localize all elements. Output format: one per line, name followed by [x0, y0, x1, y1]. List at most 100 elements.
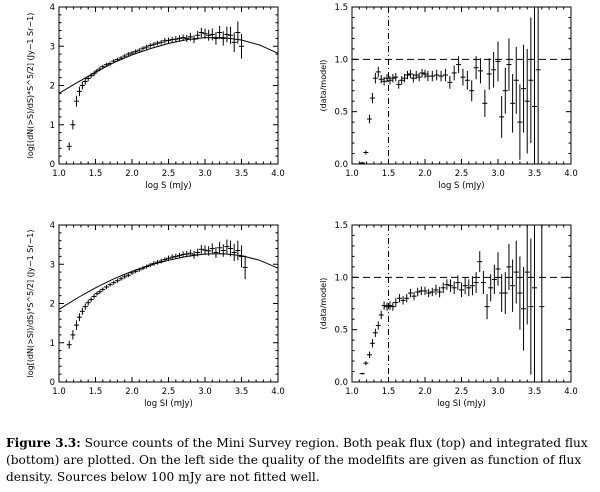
caption-label: Figure 3.3:	[6, 436, 81, 450]
data-point	[220, 244, 226, 257]
data-point	[372, 72, 378, 84]
data-point	[425, 70, 431, 82]
data-point	[429, 70, 435, 82]
data-point	[88, 297, 94, 302]
y-tick-label: 3	[50, 42, 55, 52]
data-point	[103, 62, 109, 67]
data-point	[535, 7, 541, 164]
data-point	[85, 299, 91, 306]
data-point	[187, 32, 193, 41]
y-tick-label: 1.0	[334, 273, 348, 283]
data-point	[524, 48, 530, 154]
data-point	[393, 72, 399, 82]
y-tick-label: 0.5	[334, 108, 348, 118]
data-point	[381, 77, 387, 86]
y-tick-label: 4	[50, 3, 55, 13]
data-point	[444, 279, 450, 290]
data-point	[85, 75, 91, 82]
data-point	[166, 255, 171, 262]
data-point	[91, 71, 97, 77]
data-point	[416, 72, 422, 82]
data-point	[176, 252, 182, 259]
data-point	[155, 259, 161, 265]
data-point	[158, 39, 164, 45]
x-tick-label: 1.0	[345, 169, 359, 179]
data-point	[473, 272, 479, 294]
data-point	[224, 26, 230, 43]
data-point	[239, 245, 244, 268]
data-point	[363, 150, 369, 155]
data-point	[198, 245, 204, 254]
data-point	[488, 274, 494, 302]
x-axis-label: log SI (mJy)	[144, 399, 193, 409]
data-point	[118, 56, 124, 60]
data-point	[107, 61, 113, 66]
y-tick-label: 0	[50, 160, 55, 170]
data-point	[140, 266, 146, 271]
caption-text: Source counts of the Mini Survey region.…	[6, 436, 588, 484]
data-point	[74, 95, 80, 107]
data-point	[195, 248, 201, 257]
data-point	[375, 321, 381, 330]
data-point	[477, 58, 483, 84]
data-point	[502, 67, 508, 114]
data-point	[100, 64, 106, 69]
data-point	[228, 240, 234, 257]
data-point	[473, 56, 479, 80]
x-tick-label: 3.0	[198, 169, 212, 179]
data-point	[387, 76, 393, 85]
data-point	[502, 272, 508, 314]
x-axis-label: log SI (mJy)	[437, 399, 486, 409]
y-axis-label: log[(dN(>S)/dS)*S^5/2] (Jy−1 Sr−1)	[26, 13, 35, 159]
y-axis-label: (data/model)	[319, 60, 328, 112]
y-tick-label: 1.5	[334, 221, 348, 231]
data-point	[486, 58, 492, 90]
data-point	[114, 278, 120, 283]
y-tick-label: 4	[50, 221, 55, 231]
data-point	[434, 69, 440, 81]
data-point	[407, 69, 413, 79]
y-axis-label: log[(dN(>SI)/dS)*S^5/2] (Jy−1 Sr−1)	[26, 229, 35, 377]
data-point	[404, 294, 410, 303]
data-point	[94, 69, 100, 73]
data-point	[521, 266, 527, 351]
data-point	[390, 302, 396, 311]
data-point	[198, 27, 204, 38]
data-point	[162, 257, 168, 262]
data-point	[451, 65, 457, 81]
data-point	[76, 86, 82, 97]
data-point	[184, 34, 190, 42]
y-tick-label: 0	[50, 378, 55, 388]
data-point	[209, 28, 215, 41]
data-point	[129, 50, 135, 55]
data-point	[451, 281, 457, 295]
y-tick-label: 1	[50, 121, 55, 131]
data-point	[513, 46, 519, 114]
data-point	[369, 92, 375, 104]
data-point	[510, 73, 516, 133]
data-point	[209, 243, 215, 254]
data-point	[235, 21, 241, 44]
data-point	[114, 57, 120, 62]
data-point	[480, 271, 486, 295]
data-point	[429, 287, 435, 297]
data-point	[440, 282, 446, 294]
data-point	[173, 36, 179, 43]
chart-panel-top-left: 1.0 1.5 2.0 2.5 3.0 3.5 4.0 0 1 2 3 4 log S (mJy) log…	[26, 3, 285, 191]
data-point	[187, 249, 193, 257]
data-point	[477, 251, 483, 273]
x-tick-label: 1.5	[382, 387, 396, 397]
data-point	[532, 12, 537, 164]
data-point	[202, 245, 208, 255]
data-point	[359, 372, 365, 375]
data-point	[495, 252, 501, 286]
plot-frame	[58, 6, 279, 165]
data-point	[442, 68, 448, 82]
data-point	[491, 264, 497, 295]
data-point	[448, 279, 454, 292]
data-point	[151, 261, 157, 266]
data-point	[402, 73, 408, 83]
data-point	[400, 296, 406, 305]
data-point	[517, 84, 523, 160]
data-point	[381, 301, 387, 310]
